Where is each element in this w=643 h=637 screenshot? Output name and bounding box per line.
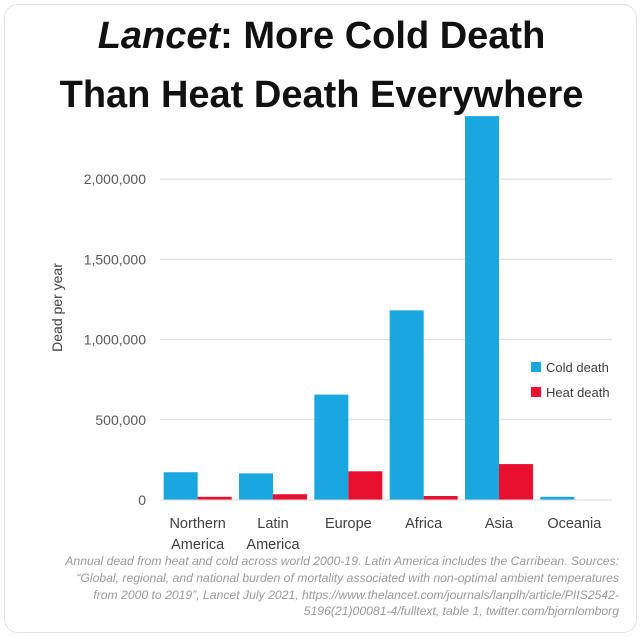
footnote-line: “Global, regional, and national burden o…	[76, 570, 619, 585]
bar-heat-death	[197, 496, 232, 500]
bar-cold-death	[239, 473, 273, 500]
legend-swatch	[531, 387, 541, 397]
source-footnote: Annual dead from heat and cold across wo…	[19, 553, 619, 620]
y-tick-label: 1,500,000	[84, 251, 146, 267]
x-tick-label: Asia	[485, 516, 514, 532]
legend-label: Heat death	[546, 385, 610, 400]
bar-heat-death	[423, 495, 458, 500]
y-tick-label: 500,000	[95, 412, 146, 428]
y-tick-label: 1,000,000	[84, 332, 146, 348]
bar-cold-death	[465, 116, 499, 500]
title-italic-word: Lancet	[97, 15, 221, 57]
bar-heat-death	[273, 494, 307, 500]
bar-cold-death	[314, 394, 349, 500]
y-tick-label: 2,000,000	[84, 171, 146, 187]
x-tick-label: Northern	[169, 516, 225, 532]
x-tick-label: Latin	[257, 516, 288, 532]
x-tick-label: America	[246, 537, 300, 550]
bar-cold-death	[163, 472, 198, 500]
bar-cold-death	[540, 496, 575, 500]
bar-heat-death	[499, 464, 533, 500]
bar-heat-death	[348, 471, 383, 500]
x-tick-label: Africa	[405, 516, 443, 532]
x-tick-label: America	[171, 537, 225, 550]
x-tick-label: Oceania	[547, 516, 602, 532]
footnote-line: from 2000 to 2019”, Lancet July 2021, ht…	[93, 587, 619, 602]
x-tick-label: Europe	[325, 516, 372, 532]
bar-cold-death	[389, 310, 424, 500]
chart-title-line-2: Than Heat Death Everywhere	[59, 74, 584, 116]
footnote-line: 5196(21)00081-4/fulltext, table 1, twitt…	[303, 604, 619, 619]
footnote-line: Annual dead from heat and cold across wo…	[65, 554, 619, 568]
legend-label: Cold death	[546, 360, 609, 375]
bar-chart: 0 500,000 1,000,000 1,500,000 2,000,000 Dead …	[49, 116, 612, 550]
title-rest: : More Cold Death	[220, 15, 546, 57]
y-tick-label: 0	[138, 492, 146, 508]
legend-swatch	[531, 362, 541, 372]
chart-title-line-1: Lancet: More Cold Death	[0, 14, 643, 58]
post-card	[4, 4, 637, 633]
y-axis-label: Dead per year	[49, 263, 65, 352]
